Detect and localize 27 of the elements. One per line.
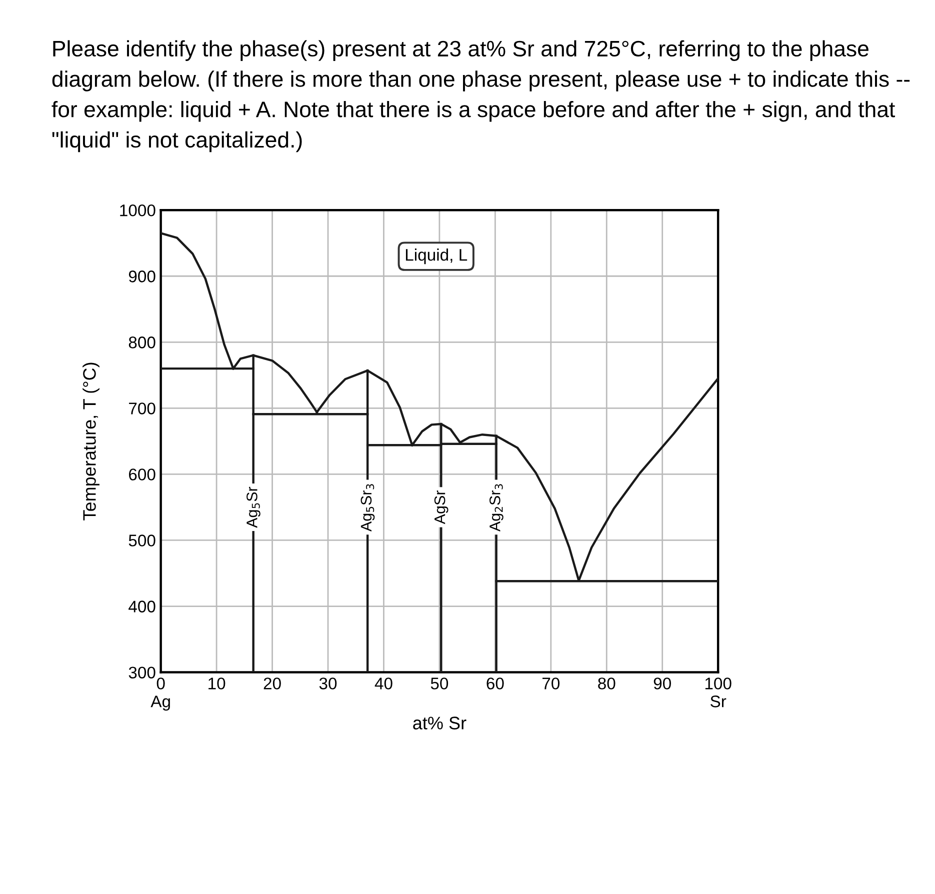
x-tick-label: 30 [319,678,337,690]
x-axis-title: at% Sr [413,716,466,730]
annotation: Liquid, L [406,248,468,264]
y-tick-label: 400 [128,600,156,612]
y-tick-label: 300 [128,666,156,678]
y-axis-title: Temperature, T (°C) [82,362,100,520]
x-tick-label: 0 Ag [150,678,170,711]
y-tick-label: 800 [128,336,156,348]
y-tick-label: 700 [129,402,156,414]
y-tick-label: 900 [128,270,156,282]
y-tick-label: 1000 [120,204,156,216]
x-tick-label: 40 [374,678,392,690]
x-tick-label: 100 Sr [705,678,732,708]
x-tick-label: 60 [486,678,504,690]
x-tick-label: 80 [598,678,616,690]
x-tick-label: 20 [264,678,281,690]
x-tick-label: 90 [654,678,671,690]
annotation: AgSr [434,490,448,524]
annotation: Ag$_{5}$Sr$_{3}$ [360,484,375,532]
annotation: Ag$_{2}$Sr$_{3}$ [490,484,504,532]
x-tick-label: 70 [542,678,560,690]
annotation: Ag$_{5}$Sr [246,486,260,528]
x-tick-label: 10 [208,678,226,690]
y-tick-label: 500 [128,534,156,546]
y-tick-label: 600 [129,468,156,480]
chart-title: Please identify the phase(s) present at 23 at% Sr and 725°C, referring to the phase diagram below. (If there is more than one phase present, please use + to indicate this -- for example: liquid + A. Note that there is a space before and after the + sign, and that "liquid" is not capitalized.) [52,40,910,152]
x-tick-label: 50 [430,678,448,690]
